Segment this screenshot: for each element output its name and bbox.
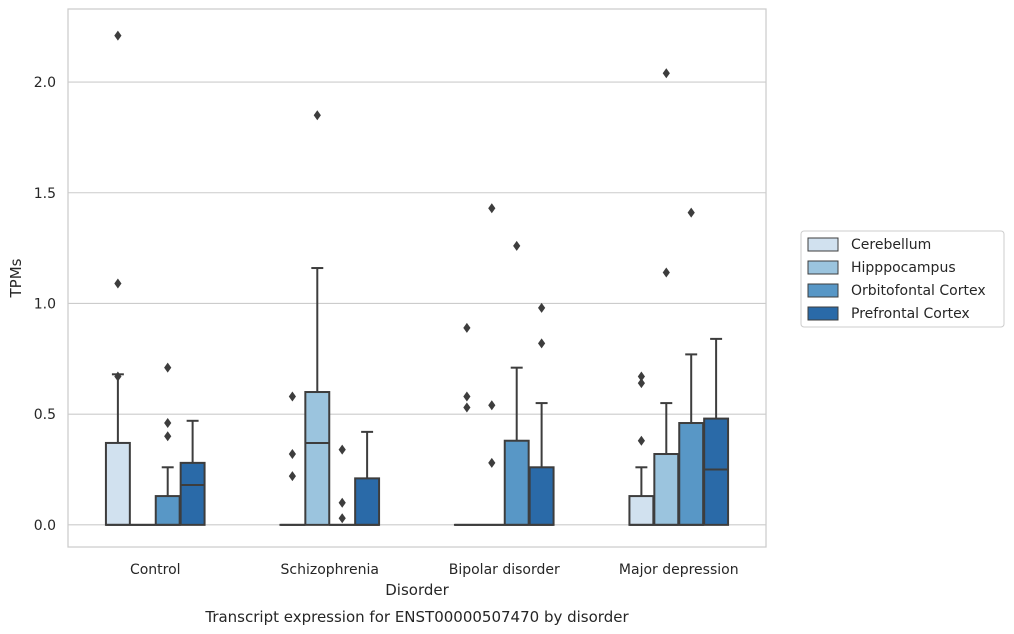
y-tick-label: 1.0 (34, 296, 56, 312)
legend-frame (800, 230, 1005, 328)
y-tick-label: 0.5 (34, 407, 56, 423)
outlier-point (488, 457, 496, 468)
box (678, 422, 705, 526)
outlier-point (662, 68, 670, 79)
outlier-point (463, 322, 471, 333)
box (628, 495, 655, 526)
chart-caption: Transcript expression for ENST0000050747… (204, 608, 629, 626)
y-tick-label: 0.0 (34, 518, 56, 534)
outlier-point (538, 302, 546, 313)
outlier-point (164, 362, 172, 373)
box (104, 441, 131, 526)
outlier-point (637, 378, 645, 389)
outlier-point (637, 435, 645, 446)
outlier-point (114, 371, 122, 382)
y-tick-label: 2.0 (34, 75, 56, 91)
outlier-point (313, 110, 321, 121)
outlier-point (687, 207, 695, 218)
x-tick-label: Control (130, 562, 181, 578)
legend-swatch (807, 283, 839, 298)
box (354, 477, 381, 526)
outlier-point (488, 203, 496, 214)
box (304, 391, 331, 526)
x-tick-labels: Control Schizophrenia Bipolar disorder Majo… (130, 562, 739, 578)
outliers (114, 30, 695, 524)
outlier-point (488, 400, 496, 411)
legend: Cerebellum Hipppocampus Orbitofontal Corte… (800, 230, 1005, 328)
outlier-point (637, 371, 645, 382)
legend-label: Orbitofontal Cortex (851, 283, 986, 299)
y-tick-labels: 0.0 0.5 1.0 1.5 2.0 (34, 75, 56, 534)
legend-label: Cerebellum (851, 237, 931, 253)
outlier-point (114, 30, 122, 41)
box (703, 417, 730, 526)
outlier-point (164, 431, 172, 442)
y-tick-label: 1.5 (34, 186, 56, 202)
outlier-point (513, 240, 521, 251)
x-tick-label: Bipolar disorder (449, 562, 560, 578)
outlier-point (114, 278, 122, 289)
outlier-point (662, 267, 670, 278)
outlier-point (288, 471, 296, 482)
outlier-point (338, 513, 346, 524)
outlier-point (538, 338, 546, 349)
outlier-point (288, 391, 296, 402)
box (528, 466, 555, 526)
plot-frame (67, 8, 767, 548)
outlier-point (338, 497, 346, 508)
x-tick-label: Schizophrenia (281, 562, 379, 578)
outlier-point (338, 444, 346, 455)
box (503, 439, 530, 526)
outlier-point (164, 418, 172, 429)
legend-swatch (807, 237, 839, 252)
box (154, 495, 181, 526)
box (179, 461, 206, 526)
x-axis-title: Disorder (385, 581, 449, 599)
y-axis-title: TPMs (7, 258, 25, 298)
outlier-point (288, 449, 296, 460)
legend-swatch (807, 306, 839, 321)
boxes (104, 267, 730, 526)
x-tick-label: Major depression (619, 562, 739, 578)
outlier-point (463, 402, 471, 413)
box (653, 453, 680, 526)
legend-label: Hipppocampus (851, 260, 956, 276)
legend-label: Prefrontal Cortex (851, 306, 970, 322)
legend-swatch (807, 260, 839, 275)
outlier-point (463, 391, 471, 402)
